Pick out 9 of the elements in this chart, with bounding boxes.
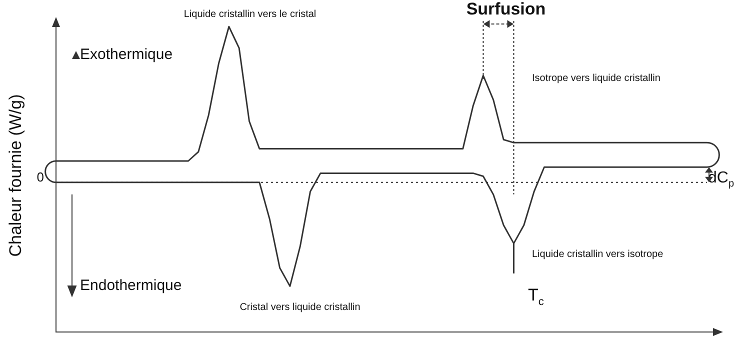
text: Surfusion xyxy=(466,0,546,19)
annotation: Cristal vers liquide cristallin xyxy=(240,302,360,313)
y-axis-title: Chaleur fournie (W/g) xyxy=(6,94,25,257)
text: Liquide cristallin vers le cristal xyxy=(184,8,316,20)
annotation: Exothermique xyxy=(80,46,173,64)
text: 0 xyxy=(36,170,44,185)
annotation: Endothermique xyxy=(80,277,182,294)
annotation: Liquide cristallin vers isotrope xyxy=(532,248,664,260)
annotation: Isotrope vers liquide cristallin xyxy=(532,72,660,84)
